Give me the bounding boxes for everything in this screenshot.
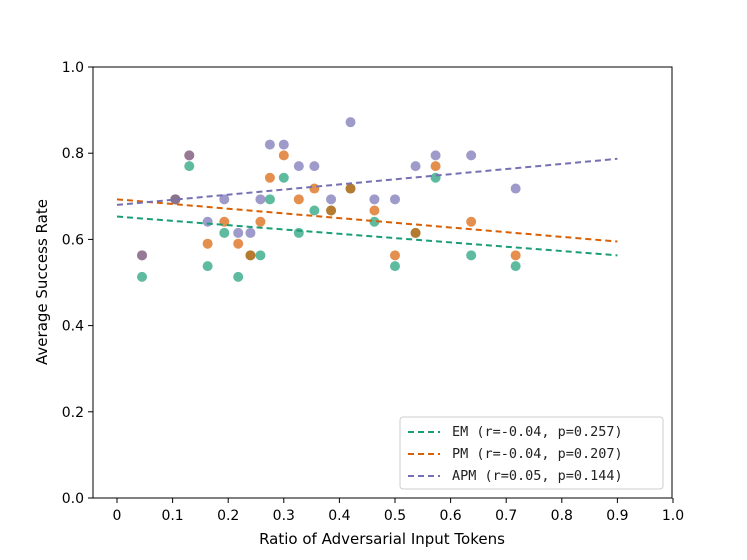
data-point-em bbox=[390, 261, 400, 272]
plot-frame bbox=[92, 66, 673, 499]
data-point-apm bbox=[326, 194, 337, 205]
data-point-em bbox=[137, 271, 148, 282]
x-tick-label: 0.6 bbox=[439, 508, 461, 524]
data-point-em bbox=[466, 250, 477, 261]
data-point-em bbox=[233, 271, 244, 282]
data-point-pm bbox=[255, 216, 266, 227]
data-point-em bbox=[309, 205, 320, 216]
legend-label-em: EM (r=-0.04, p=0.257) bbox=[452, 424, 623, 440]
legend-label-apm: APM (r=0.05, p=0.144) bbox=[452, 468, 623, 484]
data-point-apm bbox=[430, 150, 441, 161]
data-point-apm bbox=[233, 227, 244, 238]
data-point-pm bbox=[278, 150, 289, 161]
x-tick-label: 0.8 bbox=[551, 508, 573, 524]
x-tick-label: 0.5 bbox=[384, 508, 406, 524]
y-tick-label: 0.6 bbox=[62, 232, 84, 248]
data-point-apm bbox=[278, 139, 289, 150]
y-axis-label: Average Success Rate bbox=[33, 199, 51, 365]
data-point-em bbox=[255, 250, 266, 261]
legend: EM (r=-0.04, p=0.257) PM (r=-0.04, p=0.2… bbox=[399, 416, 664, 490]
trend-line-pm bbox=[116, 198, 618, 243]
data-point-apm bbox=[369, 194, 380, 205]
data-point-apm bbox=[510, 183, 521, 194]
data-point-pm bbox=[264, 172, 275, 183]
data-point-apm bbox=[219, 194, 230, 205]
data-point-apm bbox=[264, 139, 275, 150]
data-point-pm bbox=[410, 227, 421, 238]
x-tick-label: 0.1 bbox=[161, 508, 183, 524]
data-point-pm bbox=[309, 183, 320, 194]
data-point-em bbox=[293, 227, 304, 238]
data-point-pm bbox=[202, 238, 213, 249]
data-point-pm bbox=[326, 205, 337, 216]
data-point-apm bbox=[466, 150, 477, 161]
data-point-apm bbox=[184, 150, 195, 161]
legend-label-pm: PM (r=-0.04, p=0.207) bbox=[452, 446, 623, 462]
data-point-pm bbox=[369, 205, 380, 216]
data-point-em bbox=[369, 216, 380, 227]
x-axis-label: Ratio of Adversarial Input Tokens bbox=[259, 530, 505, 548]
data-point-pm bbox=[430, 161, 441, 172]
x-tick-label: 0.2 bbox=[217, 508, 239, 524]
legend-box bbox=[399, 416, 664, 490]
x-tick-label: 0.3 bbox=[273, 508, 295, 524]
data-point-apm bbox=[255, 194, 266, 205]
x-tick-label: 0.7 bbox=[495, 508, 517, 524]
y-tick-label: 0.0 bbox=[62, 491, 84, 507]
data-point-pm bbox=[233, 238, 244, 249]
data-point-pm bbox=[293, 194, 304, 205]
data-point-apm bbox=[170, 194, 181, 205]
trend-line-apm bbox=[116, 157, 618, 206]
axis-ticks: 0 0.1 0.2 0.3 0.4 0.5 0.6 0.7 0.8 0.9 1.0 0.0 0.2 0.4… bbox=[62, 60, 684, 524]
data-point-apm bbox=[293, 161, 304, 172]
y-tick-label: 0.2 bbox=[62, 405, 84, 421]
x-tick-label: 0.9 bbox=[606, 508, 628, 524]
data-point-pm bbox=[345, 183, 356, 194]
data-point-apm bbox=[202, 216, 213, 227]
trend-line-em bbox=[116, 215, 618, 257]
x-tick-label: 0.4 bbox=[328, 508, 350, 524]
data-point-apm bbox=[309, 161, 320, 172]
data-point-em bbox=[510, 261, 521, 272]
data-point-em bbox=[264, 194, 275, 205]
data-point-pm bbox=[390, 250, 400, 261]
data-point-apm bbox=[245, 227, 256, 238]
y-tick-label: 0.8 bbox=[62, 146, 84, 162]
data-point-em bbox=[184, 161, 195, 172]
data-point-apm bbox=[390, 194, 400, 205]
y-tick-label: 0.4 bbox=[62, 319, 84, 335]
trend-lines bbox=[116, 157, 618, 257]
data-point-pm bbox=[245, 250, 256, 261]
data-point-pm bbox=[466, 216, 477, 227]
x-tick-label: 0 bbox=[113, 508, 122, 524]
data-point-em bbox=[219, 227, 230, 238]
data-point-em bbox=[202, 261, 213, 272]
data-point-pm bbox=[510, 250, 521, 261]
data-points bbox=[137, 117, 521, 282]
data-point-apm bbox=[410, 161, 421, 172]
data-point-apm bbox=[137, 250, 148, 261]
data-point-em bbox=[278, 172, 289, 183]
x-tick-label: 1.0 bbox=[662, 508, 684, 524]
data-point-apm bbox=[345, 117, 356, 128]
y-tick-label: 1.0 bbox=[62, 60, 84, 76]
